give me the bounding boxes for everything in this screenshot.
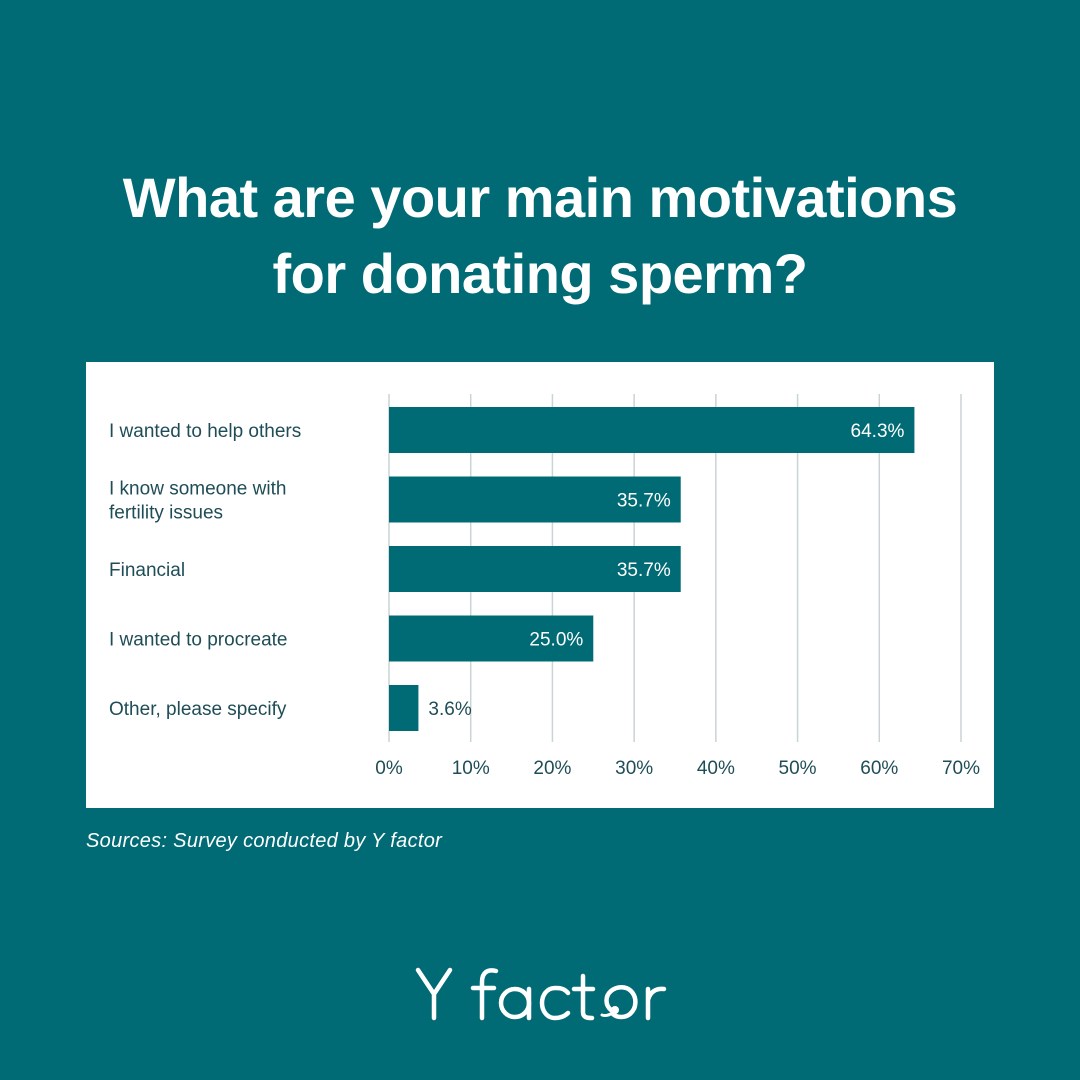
x-tick-label: 30%: [615, 758, 653, 779]
brand-logo: [0, 958, 1080, 1038]
y-factor-logo: [415, 967, 667, 1021]
bar: [389, 476, 681, 523]
value-label: 3.6%: [428, 699, 471, 720]
x-tick-label: 60%: [860, 758, 898, 779]
chart-panel: 0% 10% 20% 30% 40% 50% 60% 70% 64.3% I wanted to …: [86, 362, 994, 808]
value-label: 64.3%: [851, 421, 905, 442]
title-line-1: What are your main motivations: [122, 166, 958, 229]
source-note: Sources: Survey conducted by Y factor: [86, 830, 443, 852]
bar-chart: 0% 10% 20% 30% 40% 50% 60% 70% 64.3% I wanted to …: [109, 394, 980, 779]
category-label: I know someone with: [109, 479, 286, 500]
x-tick-label: 0%: [375, 758, 403, 779]
value-label: 35.7%: [617, 491, 671, 512]
bar: [389, 546, 681, 592]
category-label: fertility issues: [109, 503, 223, 524]
bar: [389, 615, 594, 662]
value-label: 35.7%: [617, 560, 671, 581]
x-tick-label: 50%: [779, 758, 817, 779]
x-tick-label: 40%: [697, 758, 735, 779]
category-label: Other, please specify: [109, 699, 287, 720]
page-title: What are your main motivations for donat…: [0, 160, 1080, 312]
category-label: I wanted to help others: [109, 421, 301, 442]
category-label: Financial: [109, 560, 185, 581]
title-line-2: for donating sperm?: [272, 242, 808, 305]
bar: [389, 407, 915, 453]
x-tick-label: 10%: [452, 758, 490, 779]
bar: [389, 685, 419, 731]
category-label: I wanted to procreate: [109, 630, 288, 651]
x-tick-label: 20%: [533, 758, 571, 779]
x-tick-label: 70%: [942, 758, 980, 779]
value-label: 25.0%: [529, 630, 583, 651]
